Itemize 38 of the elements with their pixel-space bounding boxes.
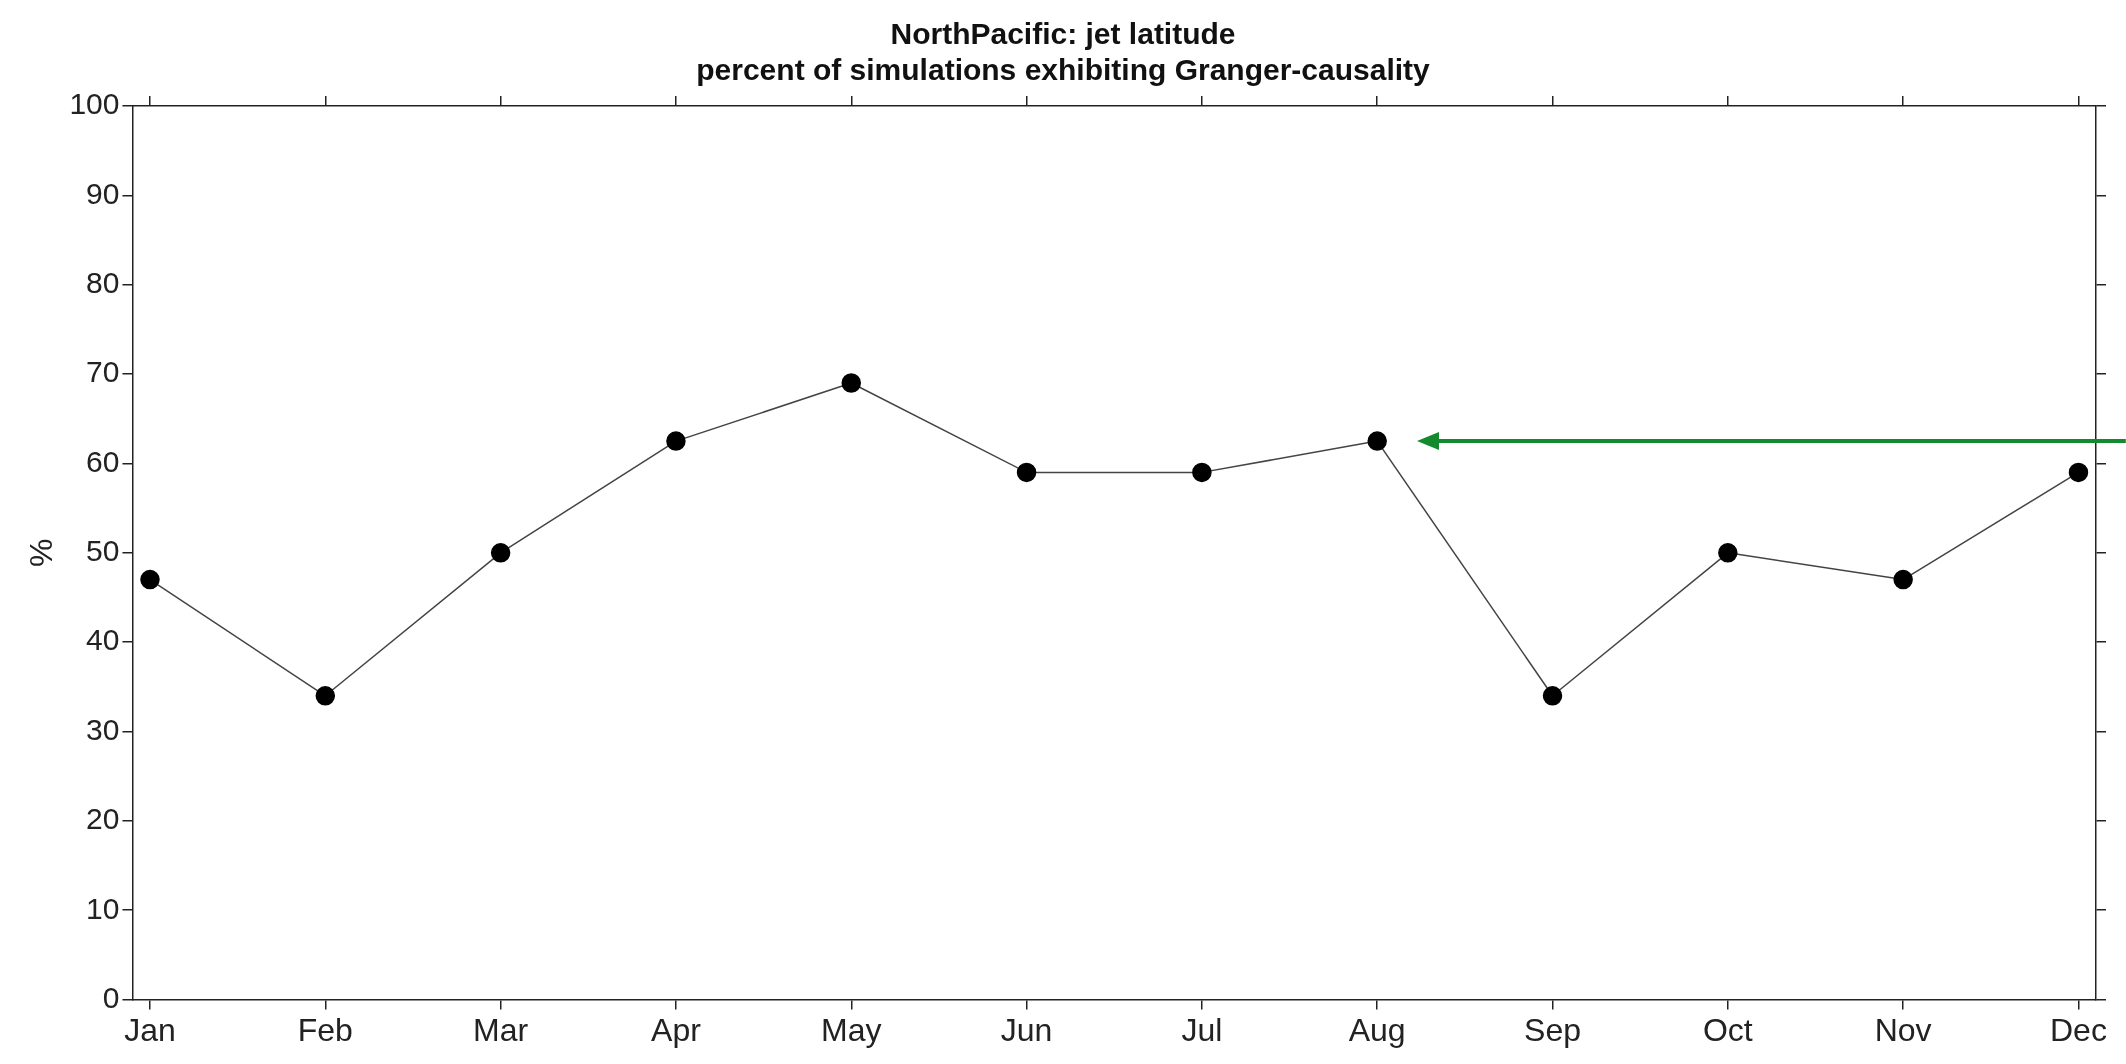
point	[1893, 569, 1913, 590]
y-tick-label: 80	[86, 265, 120, 299]
chart-title: NorthPacific: jet latitude	[890, 17, 1236, 51]
x-tick-label: Jun	[1000, 1011, 1053, 1048]
point	[1192, 462, 1212, 483]
x-tick-label: Oct	[1702, 1011, 1753, 1048]
x-tick-label: May	[821, 1011, 882, 1048]
y-tick-label: 20	[86, 802, 120, 836]
y-axis-title: %	[23, 538, 60, 568]
x-tick-label: Dec	[2050, 1011, 2107, 1048]
point	[666, 431, 686, 451]
x-tick-label: Mar	[473, 1011, 529, 1048]
y-tick-label: 70	[86, 355, 120, 389]
y-tick-label: 0	[102, 980, 120, 1014]
y-tick-label: 60	[86, 444, 120, 478]
point	[490, 543, 511, 563]
point	[1016, 462, 1037, 483]
point	[1542, 686, 1563, 706]
x-tick-label: Nov	[1874, 1011, 1932, 1048]
x-tick-label: Jan	[124, 1011, 176, 1048]
x-tick-label: Feb	[297, 1011, 353, 1048]
y-tick-label: 40	[86, 623, 120, 657]
x-tick-label: Apr	[651, 1011, 702, 1048]
point	[841, 373, 861, 393]
chart-subtitle: percent of simulations exhibiting Granger-causality	[696, 53, 1431, 87]
point	[315, 686, 336, 706]
y-tick-label: 100	[69, 87, 120, 121]
y-tick-label: 50	[86, 534, 120, 568]
x-tick-label: Jul	[1181, 1011, 1223, 1048]
y-tick-label: 30	[86, 712, 120, 746]
x-tick-label: Sep	[1524, 1011, 1581, 1048]
y-tick-label: 90	[86, 176, 120, 210]
x-tick-label: Aug	[1348, 1011, 1406, 1048]
point	[1718, 543, 1738, 563]
point	[1367, 431, 1387, 451]
point	[140, 569, 160, 590]
y-tick-label: 10	[86, 891, 120, 925]
point	[2068, 462, 2089, 483]
